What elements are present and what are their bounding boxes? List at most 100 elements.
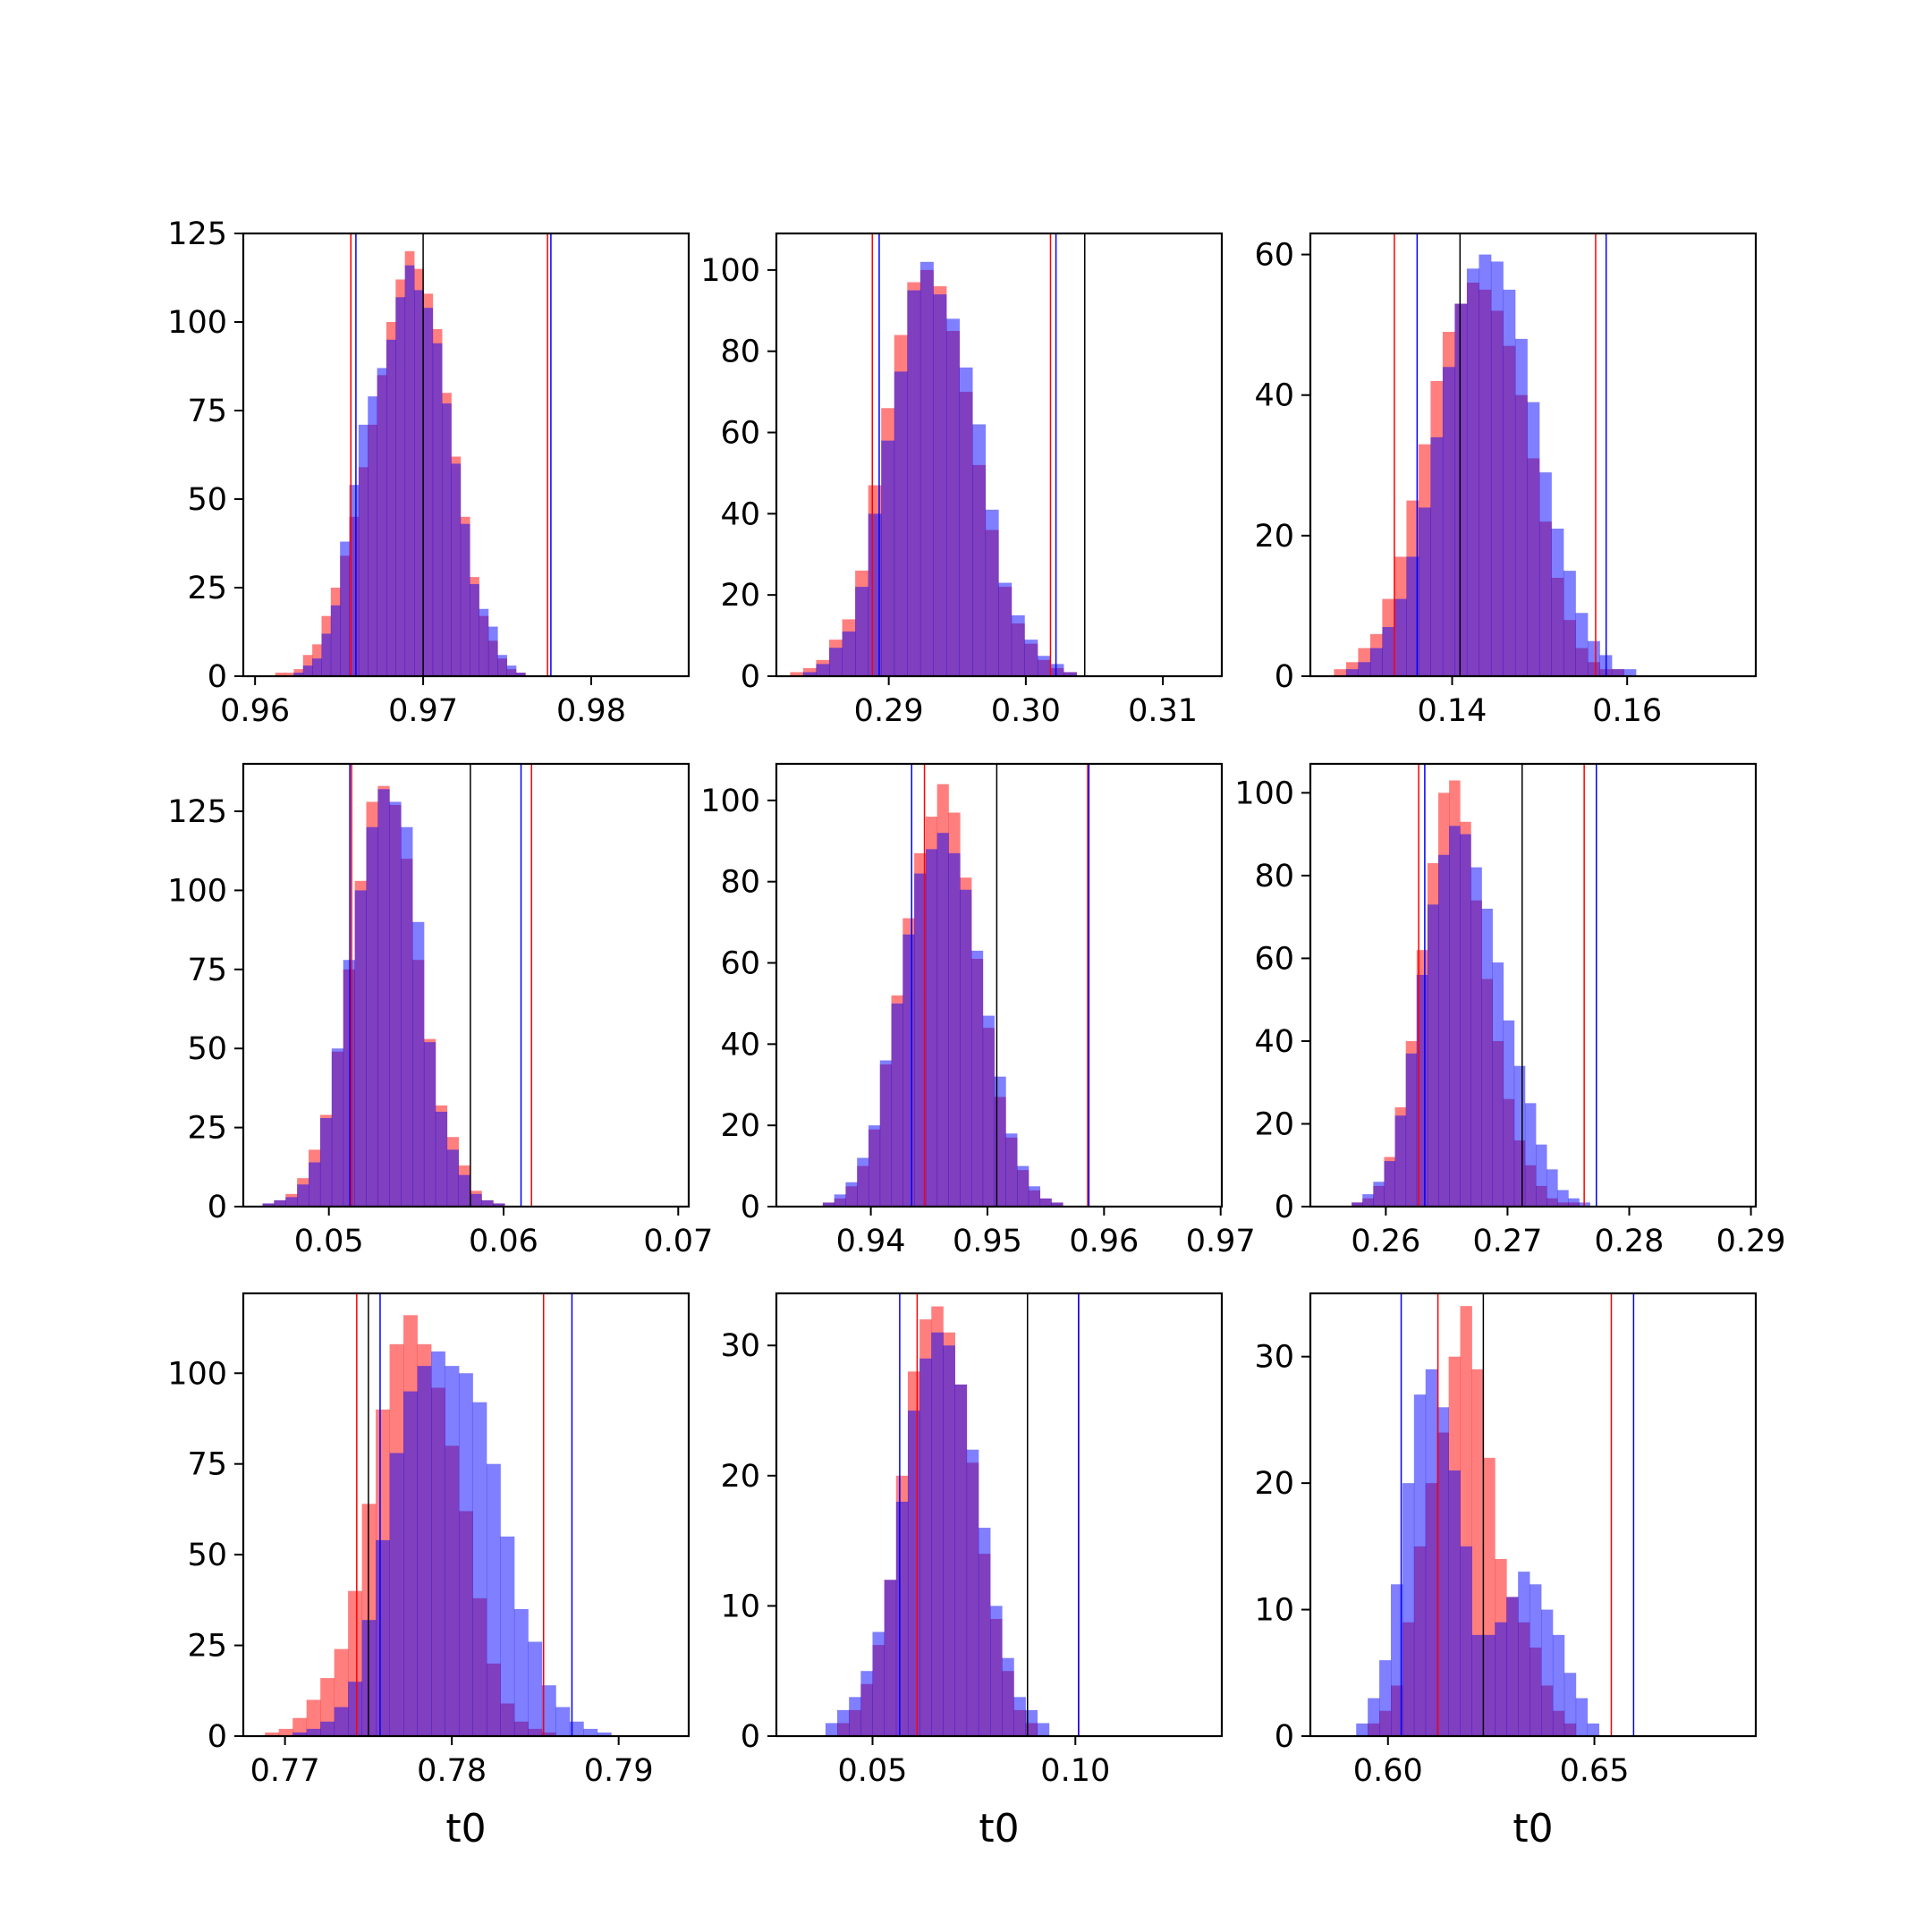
histogram-bar-blue — [1449, 826, 1461, 1207]
histogram-bar-blue — [486, 1463, 501, 1736]
histogram-bar-blue — [366, 826, 378, 1207]
x-tick-label: 0.60 — [1353, 1753, 1423, 1789]
y-tick-label: 0 — [208, 659, 227, 695]
histogram-bar-blue — [334, 1707, 349, 1736]
x-tick-label: 0.78 — [417, 1753, 487, 1789]
histogram-bar-blue — [1394, 598, 1407, 676]
plot-area — [790, 233, 1086, 676]
histogram-bar-blue — [868, 513, 882, 676]
x-tick-label: 0.65 — [1560, 1753, 1630, 1789]
histogram-bar-blue — [481, 1199, 494, 1207]
x-tick-label: 0.95 — [953, 1224, 1022, 1259]
histogram-bar-blue — [377, 789, 390, 1207]
histogram-bar-blue — [895, 1501, 909, 1736]
histogram-bar-blue — [569, 1721, 584, 1736]
histogram-bar-blue — [872, 1631, 886, 1736]
series-blue — [293, 265, 526, 676]
histogram-bar-blue — [994, 1076, 1006, 1207]
x-tick-label: 0.05 — [294, 1224, 364, 1259]
histogram-panel-row2-col3: 0.26 0.27 0.28 0.29 0 20 40 60 80 100 — [1234, 762, 1786, 1259]
histogram-panel-row1-col3: 0.14 0.16 0 20 40 60 — [1254, 232, 1758, 729]
histogram-bar-blue — [1513, 1065, 1526, 1207]
histogram-bar-blue — [528, 1641, 543, 1736]
histogram-bar-blue — [458, 1174, 470, 1207]
histogram-bar-blue — [330, 605, 341, 676]
histogram-bar-red — [292, 1717, 308, 1736]
histogram-bar-blue — [285, 1197, 298, 1207]
y-tick-label: 80 — [720, 335, 760, 370]
x-tick-label: 0.97 — [1186, 1224, 1256, 1259]
axes-frame — [775, 762, 1224, 1208]
histogram-bar-blue — [1442, 367, 1455, 676]
histogram-bar-blue — [460, 523, 470, 676]
series-blue — [1356, 1368, 1600, 1736]
histogram-bar-blue — [1430, 436, 1444, 676]
x-axis-label: t0 — [979, 1806, 1019, 1852]
y-tick-label: 100 — [167, 305, 227, 341]
axes-frame — [775, 1292, 1224, 1738]
histogram-bar-blue — [401, 826, 413, 1207]
histogram-bar-blue — [1481, 908, 1493, 1207]
histogram-bar-blue — [919, 261, 934, 676]
histogram-bar-blue — [404, 265, 415, 676]
histogram-bar-blue — [470, 584, 479, 676]
histogram-bar-blue — [1427, 904, 1439, 1207]
histogram-bar-blue — [403, 1391, 418, 1736]
histogram-bar-blue — [541, 1685, 556, 1736]
histogram-bar-blue — [432, 343, 443, 676]
y-tick-label: 20 — [1254, 1466, 1294, 1502]
histogram-bar-blue — [1448, 1470, 1461, 1736]
histogram-bar-blue — [262, 1203, 275, 1207]
series-blue — [1345, 254, 1637, 676]
plot-area — [1334, 233, 1637, 676]
histogram-bar-blue — [368, 396, 377, 676]
histogram-bar-blue — [555, 1707, 571, 1736]
histogram-bar-blue — [442, 403, 452, 676]
histogram-bar-blue — [868, 1125, 881, 1207]
histogram-bar-blue — [354, 890, 367, 1207]
y-tick-label: 60 — [720, 946, 760, 982]
histogram-bar-blue — [1382, 627, 1395, 676]
y-tick-label: 0 — [208, 1719, 227, 1755]
histogram-bar-blue — [446, 1149, 459, 1207]
y-tick-label: 80 — [1254, 859, 1294, 894]
histogram-panel-row2-col2: 0.94 0.95 0.96 0.97 0 20 40 60 80 100 — [700, 762, 1256, 1259]
histogram-bar-blue — [1611, 669, 1624, 676]
histogram-bar-blue — [458, 1373, 473, 1736]
histogram-bar-blue — [1503, 1020, 1515, 1207]
histogram-bar-blue — [1039, 1198, 1052, 1207]
y-tick-label: 0 — [741, 1190, 760, 1225]
histogram-bar-blue — [982, 1015, 995, 1207]
y-tick-label: 40 — [1254, 1024, 1294, 1060]
y-tick-label: 50 — [187, 1538, 227, 1573]
series-blue — [262, 789, 505, 1207]
histogram-bar-blue — [1005, 1133, 1018, 1207]
histogram-bar-blue — [1413, 1394, 1427, 1736]
histogram-bar-blue — [423, 308, 434, 676]
histogram-bar-red — [790, 672, 804, 676]
histogram-bar-blue — [1037, 656, 1051, 676]
histogram-bar-blue — [1503, 289, 1516, 676]
histogram-bar-blue — [1368, 1698, 1380, 1736]
y-tick-label: 0 — [741, 1719, 760, 1755]
histogram-bar-blue — [837, 1709, 850, 1736]
histogram-bar-red — [306, 1699, 321, 1736]
x-tick-label: 0.29 — [1716, 1224, 1786, 1259]
histogram-bar-blue — [902, 934, 915, 1207]
x-tick-label: 0.79 — [584, 1753, 654, 1789]
histogram-bar-blue — [891, 1003, 903, 1207]
histogram-bar-blue — [860, 1671, 873, 1736]
histogram-bar-blue — [348, 1682, 363, 1736]
x-tick-label: 0.31 — [1128, 693, 1198, 729]
histogram-bar-blue — [395, 297, 406, 676]
histogram-bar-blue — [933, 294, 947, 676]
y-tick-label: 0 — [1275, 659, 1294, 695]
histogram-bar-blue — [274, 1199, 286, 1207]
histogram-bar-blue — [376, 1539, 390, 1736]
histogram-bar-blue — [960, 889, 972, 1207]
histogram-bar-blue — [985, 509, 999, 676]
histogram-bar-blue — [1369, 648, 1383, 676]
y-tick-label: 30 — [720, 1328, 760, 1364]
histogram-bar-blue — [879, 1060, 892, 1207]
histogram-bar-blue — [1551, 529, 1564, 676]
